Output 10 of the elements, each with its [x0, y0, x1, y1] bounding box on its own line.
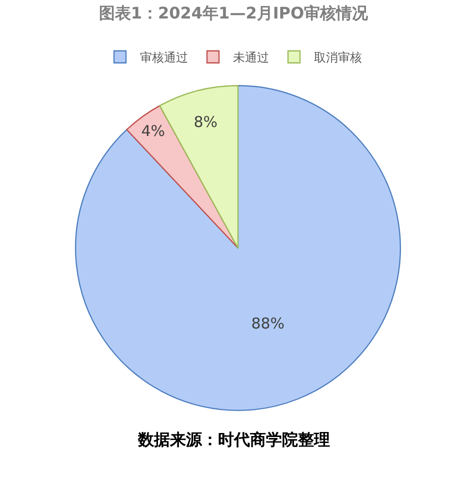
legend-label: 审核通过 — [140, 50, 188, 65]
pie-slice — [75, 85, 401, 411]
chart-title: 图表1：2024年1—2月IPO审核情况 — [98, 4, 370, 23]
legend-label: 未通过 — [233, 50, 269, 65]
data-label: 8% — [194, 113, 218, 132]
pie-slice — [126, 105, 239, 249]
data-label: 88% — [251, 314, 285, 332]
source-note: 数据来源：时代商学院整理 — [137, 431, 330, 449]
data-label: 4% — [141, 122, 166, 140]
legend-label: 取消审核 — [314, 50, 362, 65]
